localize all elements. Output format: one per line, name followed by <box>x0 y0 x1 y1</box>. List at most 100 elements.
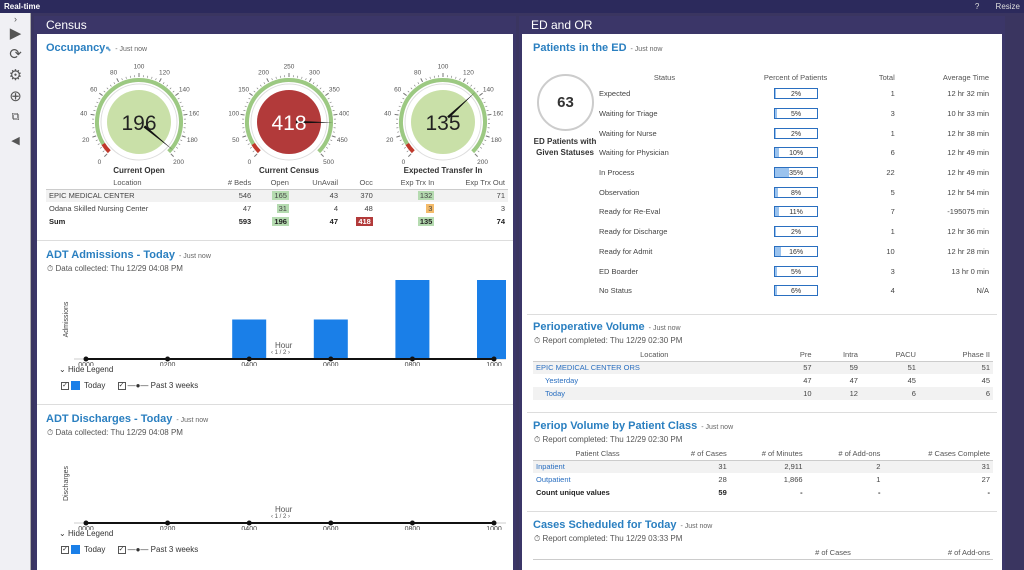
ed-status-row[interactable]: Waiting for Nurse 2% 1 12 hr 38 min <box>596 123 992 143</box>
megaphone-icon[interactable]: ◀ <box>11 135 20 147</box>
admissions-hide-legend[interactable]: ⌄ Hide Legend <box>59 365 113 374</box>
periop-class-cell: 1 <box>876 475 881 484</box>
periop-cell: 12 <box>814 387 861 400</box>
periop-cell: 45 <box>981 376 990 385</box>
gauge-tick <box>420 78 424 83</box>
chart-point[interactable] <box>83 520 89 526</box>
resize-button[interactable]: Resize <box>995 2 1020 11</box>
gear-icon[interactable]: ⚙ <box>8 67 23 84</box>
discharges-title-text: ADT Discharges - Today <box>46 413 173 425</box>
gauge-value: 196 <box>121 112 156 135</box>
periop-row[interactable]: EPIC MEDICAL CENTER ORS 57 59 51 51 <box>533 361 993 374</box>
gauge-tick <box>485 105 488 108</box>
periop-row[interactable]: Yesterday 47 47 45 45 <box>533 374 993 387</box>
periop-row[interactable]: Today 10 12 6 6 <box>533 387 993 400</box>
chart-bar[interactable] <box>477 280 506 359</box>
pager-next-icon[interactable]: › <box>288 514 291 520</box>
occupancy-row[interactable]: Odana Skilled Nursing Center 47 31 4 48 3 3 <box>46 202 508 215</box>
ed-status-row[interactable]: Ready for Re-Eval 11% 7 -195075 min <box>596 202 992 222</box>
periop-class-completed: ⏱ Report completed: Thu 12/29 02:30 PM <box>534 435 682 445</box>
chart-bar[interactable] <box>395 280 430 359</box>
ed-percent-cell: 11% <box>733 202 858 222</box>
chart-ylabel: Discharges <box>63 465 70 501</box>
add-icon[interactable]: ⊕ <box>9 88 22 105</box>
periop-class-row[interactable]: Outpatient 28 1,866 1 27 <box>533 473 993 486</box>
pager-prev-icon[interactable]: ‹ <box>271 350 273 356</box>
chart-point[interactable] <box>165 520 171 526</box>
today-checkbox[interactable]: ✓ <box>61 381 69 390</box>
ed-status-row[interactable]: ED Boarder 5% 3 13 hr 0 min <box>596 261 992 281</box>
admissions-title[interactable]: ADT Admissions - Today - Just now <box>46 249 211 261</box>
ed-status-row[interactable]: Expected 2% 1 12 hr 32 min <box>596 84 992 104</box>
periop-class-row[interactable]: Inpatient 31 2,911 2 31 <box>533 460 993 473</box>
ed-status-row[interactable]: Waiting for Physician 10% 6 12 hr 49 min <box>596 143 992 163</box>
cases-title[interactable]: Cases Scheduled for Today - Just now <box>533 519 712 531</box>
gauge-tick <box>178 143 181 145</box>
chart-bar[interactable] <box>313 319 348 360</box>
gauge-tick-label: 120 <box>159 70 170 77</box>
periop-class-table: Patient Class # of Cases # of Minutes # of … <box>533 447 993 499</box>
discharges-title[interactable]: ADT Discharges - Today - Just now <box>46 413 208 425</box>
past-checkbox[interactable]: ✓ <box>117 545 126 554</box>
chart-point[interactable] <box>328 356 334 362</box>
occupancy-row[interactable]: EPIC MEDICAL CENTER 546 165 43 370 132 71 <box>46 189 508 202</box>
help-button[interactable]: ? <box>974 2 980 11</box>
pager-next-icon[interactable]: › <box>288 350 291 356</box>
chart-point[interactable] <box>165 356 171 362</box>
occupancy-row[interactable]: Sum 593 196 47 418 135 74 <box>46 215 508 228</box>
periop-cell: Yesterday <box>545 376 579 385</box>
ed-status-row[interactable]: Waiting for Triage 5% 3 10 hr 33 min <box>596 104 992 124</box>
app-title-bar: Real-time ? Resize <box>0 0 1024 13</box>
cases-table: # of Cases # of Add-ons <box>533 546 993 560</box>
gauge-tick <box>400 101 403 104</box>
chart-point[interactable] <box>491 356 497 362</box>
past-checkbox[interactable]: ✓ <box>117 381 126 390</box>
chart-point[interactable] <box>409 356 415 362</box>
chart-point[interactable] <box>246 356 252 362</box>
past-swatch: —●— <box>127 381 149 390</box>
ed-status-row[interactable]: No Status 6% 4 N/A <box>596 281 992 301</box>
today-checkbox[interactable]: ✓ <box>61 545 69 554</box>
periop-title[interactable]: Perioperative Volume - Just now <box>533 321 681 333</box>
discharges-hide-legend[interactable]: ⌄ Hide Legend <box>59 529 113 538</box>
clock-icon: ⏱ <box>47 428 54 437</box>
gauge-tick-label: 100 <box>134 64 145 71</box>
periop-class-title[interactable]: Periop Volume by Patient Class - Just now <box>533 420 733 432</box>
gauge-label: Current Census <box>258 166 319 175</box>
chart-point[interactable] <box>83 356 89 362</box>
gauge-tick <box>470 84 473 87</box>
ed-or-panel-title: ED and OR <box>531 18 593 32</box>
gauge-tick <box>333 113 338 116</box>
chart-tick-label: 0600 <box>323 526 339 530</box>
gauge-tick <box>482 143 485 145</box>
chart-point[interactable] <box>409 520 415 526</box>
chart-point[interactable] <box>246 520 252 526</box>
divider <box>527 511 997 512</box>
ed-status-label: Ready for Admit <box>599 246 653 256</box>
ed-col-header: Total <box>878 73 895 82</box>
gauge-tick <box>413 84 416 87</box>
play-icon[interactable]: ▶ <box>9 25 22 42</box>
refresh-icon[interactable]: ⟳ <box>9 46 22 63</box>
occupancy-title[interactable]: Occupancy⇖ - Just now <box>46 42 148 54</box>
ed-status-row[interactable]: Ready for Admit 16% 10 12 hr 28 min <box>596 242 992 262</box>
ed-status-row[interactable]: Observation 8% 5 12 hr 54 min <box>596 182 992 202</box>
chart-point[interactable] <box>491 520 497 526</box>
pager-prev-icon[interactable]: ‹ <box>271 514 273 520</box>
patients-ed-title[interactable]: Patients in the ED - Just now <box>533 42 662 54</box>
periop-class-row[interactable]: Count unique values 59 - - - <box>533 486 993 499</box>
admissions-pager[interactable]: ‹ 1 / 2 › <box>271 350 290 356</box>
ed-status-label: Waiting for Nurse <box>599 128 657 138</box>
chart-bar[interactable] <box>232 319 267 360</box>
census-panel-body: Occupancy⇖ - Just now 0 20 40 60 80 100 120 140 1… <box>37 34 513 570</box>
gauge-tick-label: 140 <box>179 87 190 94</box>
gauge-tick <box>266 78 270 83</box>
discharges-pager[interactable]: ‹ 1 / 2 › <box>271 514 290 520</box>
ed-status-row[interactable]: In Process 35% 22 12 hr 49 min <box>596 163 992 183</box>
expand-icon[interactable]: › <box>14 14 17 24</box>
ed-percent-fill <box>774 109 777 119</box>
chart-point[interactable] <box>328 520 334 526</box>
gauge-tick <box>476 90 479 93</box>
monitor-icon[interactable]: ⧉ <box>11 111 20 123</box>
ed-status-row[interactable]: Ready for Discharge 2% 1 12 hr 36 min <box>596 222 992 242</box>
